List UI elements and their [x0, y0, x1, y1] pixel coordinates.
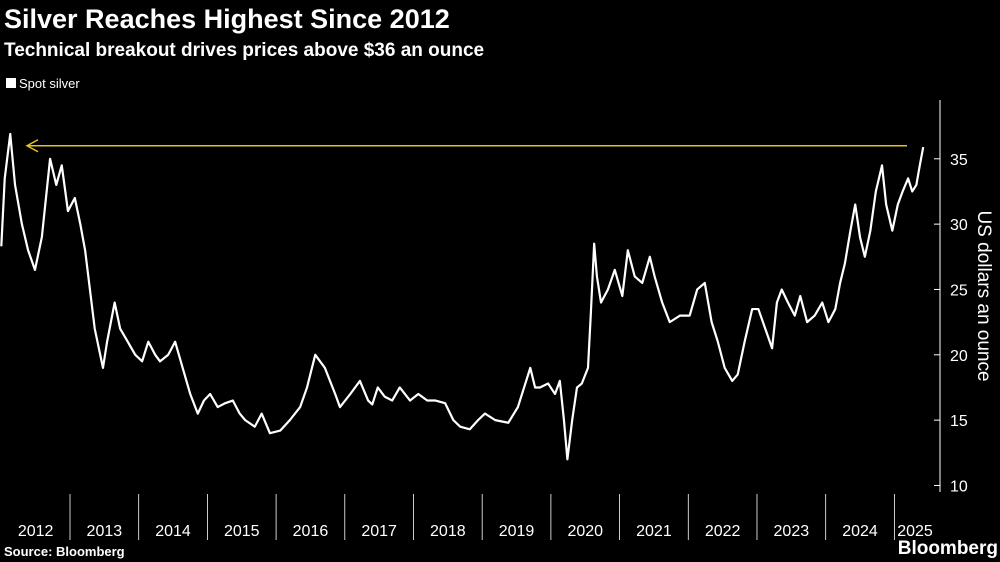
y-tick-label: 15	[950, 413, 968, 430]
x-tick-label: 2024	[842, 523, 878, 540]
legend-swatch	[6, 78, 16, 88]
price-line	[0, 132, 925, 461]
y-tick-label: 20	[950, 348, 968, 365]
chart-subtitle: Technical breakout drives prices above $…	[4, 40, 484, 61]
x-tick-label: 2016	[293, 523, 329, 540]
x-tick-label: 2021	[636, 523, 672, 540]
x-tick-label: 2020	[567, 523, 603, 540]
source: Source: Bloomberg	[4, 544, 125, 559]
x-tick-label: 2013	[87, 523, 123, 540]
brand: Bloomberg	[898, 538, 998, 559]
x-tick-label: 2023	[774, 523, 810, 540]
x-tick-label: 2019	[499, 523, 535, 540]
x-tick-label: 2017	[361, 523, 397, 540]
y-tick-label: 10	[950, 478, 968, 495]
x-tick-label: 2018	[430, 523, 466, 540]
y-tick-label: 25	[950, 282, 968, 299]
chart-title: Silver Reaches Highest Since 2012	[4, 4, 450, 34]
x-tick-label: 2022	[705, 523, 741, 540]
y-tick-label: 30	[950, 217, 968, 234]
x-tick-label: 2015	[224, 523, 260, 540]
x-tick-label: 2014	[155, 523, 191, 540]
x-tick-label: 2012	[18, 523, 54, 540]
y-axis-label: US dollars an ounce	[973, 210, 994, 381]
x-tick-label: 2025	[897, 523, 933, 540]
y-tick-label: 35	[950, 152, 968, 169]
reference-arrowhead	[25, 139, 39, 153]
legend-label: Spot silver	[19, 76, 80, 91]
